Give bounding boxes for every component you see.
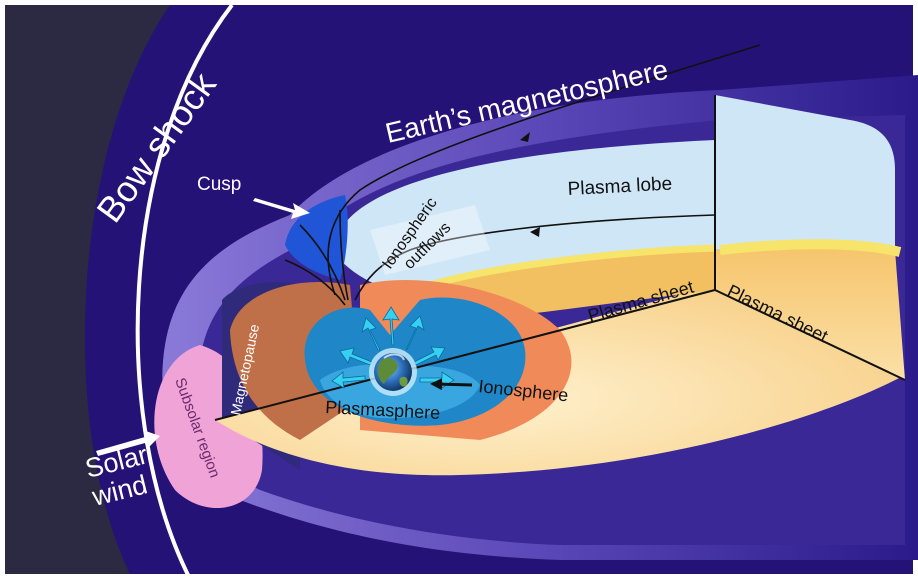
outflow-arrow-icon — [413, 346, 446, 366]
ionosphere-arrow — [430, 378, 473, 391]
field-line-arrows — [520, 132, 540, 237]
outflow-arrow-icon — [331, 371, 366, 389]
equatorial-line — [214, 289, 716, 421]
cusp-label: Cusp — [197, 174, 241, 195]
bow-shock-line — [135, 3, 234, 579]
outflow-arrow-icon — [361, 317, 381, 351]
pointer-arrows — [96, 198, 310, 456]
outflow-arrow-icon — [382, 306, 400, 346]
cross-section-line — [714, 289, 906, 381]
field-line-5 — [339, 209, 349, 301]
solar-wind-arrow — [96, 430, 160, 456]
field-lines — [284, 44, 761, 306]
outflow-label-box — [370, 205, 490, 275]
field-line-4 — [284, 259, 346, 306]
sheet-edge-highlight — [719, 239, 902, 257]
field-arrow-2 — [530, 227, 540, 237]
plasma-lobe — [340, 140, 715, 291]
plasma-sheet-cross-section — [715, 242, 905, 380]
field-line-3 — [299, 224, 346, 301]
cusp-arrow — [253, 198, 310, 219]
field-line-2 — [354, 214, 716, 301]
outflow-arrow-icon — [405, 315, 425, 351]
earth-icon — [369, 348, 417, 396]
outflow-arrow-icon — [339, 347, 373, 366]
cusp-region — [285, 195, 348, 280]
field-arrow-1 — [520, 132, 530, 142]
outflow-arrows — [331, 306, 455, 389]
lobe-cross-section — [715, 95, 895, 250]
field-line-1 — [327, 44, 761, 296]
